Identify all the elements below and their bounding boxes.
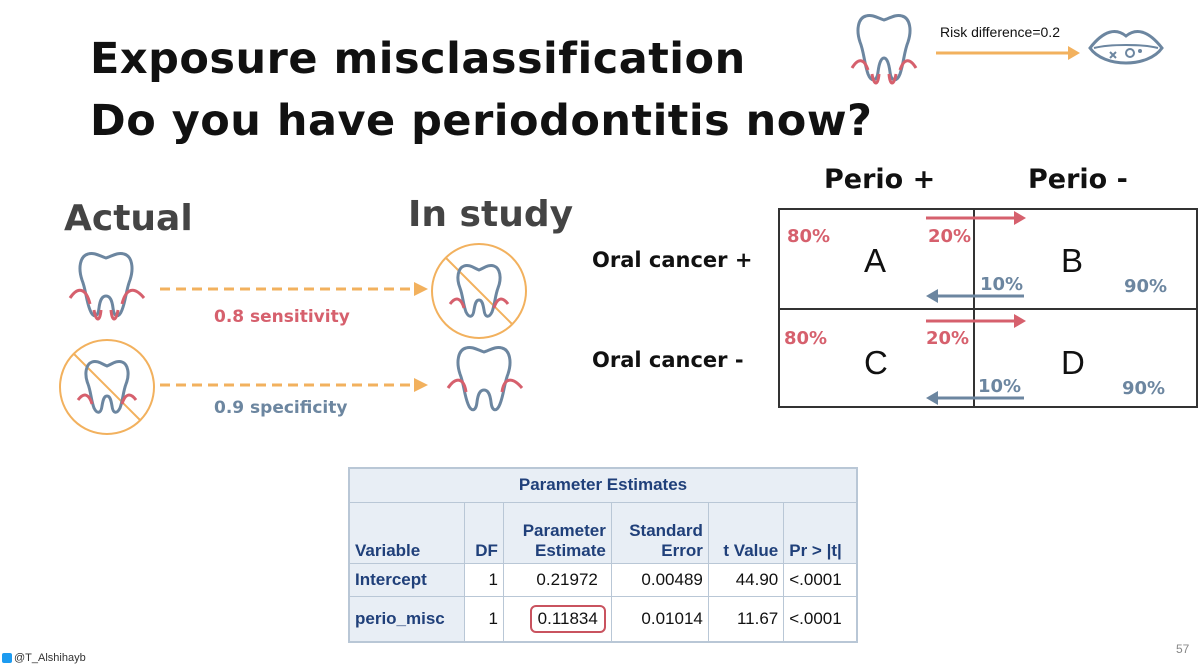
tooth-healthy-icon xyxy=(446,346,524,412)
cell-estimate-highlighted: 0.11834 xyxy=(503,597,611,641)
estimate-highlight-box: 0.11834 xyxy=(529,605,606,634)
arrow-c-to-d xyxy=(926,314,1026,328)
crossed-tooth-actual-icon xyxy=(59,339,155,435)
pct-a-80: 80% xyxy=(787,226,831,247)
header-p-value: Pr > |t| xyxy=(784,502,856,563)
pct-b-10: 10% xyxy=(980,274,1024,295)
risk-difference-label: Risk difference=0.2 xyxy=(940,24,1060,40)
header-df: DF xyxy=(465,502,503,563)
parameter-estimates-table: Parameter Estimates Variable DF Paramete… xyxy=(348,467,858,643)
pct-a-20: 20% xyxy=(928,226,972,247)
risk-arrow xyxy=(936,46,1080,60)
pct-c-80: 80% xyxy=(784,328,828,349)
cell-df: 1 xyxy=(465,597,503,641)
cell-p-value: <.0001 xyxy=(784,563,856,597)
cell-std-error: 0.00489 xyxy=(611,563,708,597)
arrow-a-to-b xyxy=(926,211,1026,225)
cell-estimate: 0.21972 xyxy=(503,563,611,597)
cell-p-value: <.0001 xyxy=(784,597,856,641)
cell-t-value: 11.67 xyxy=(708,597,784,641)
cell-a: A xyxy=(864,242,887,279)
tooth-gum-icon xyxy=(850,14,918,85)
cell-d: D xyxy=(1061,344,1085,381)
slide-title-line1: Exposure misclassification xyxy=(90,34,746,84)
row-header-cancer-pos: Oral cancer + xyxy=(592,248,753,272)
pct-c-20: 20% xyxy=(926,328,970,349)
header-t-value: t Value xyxy=(708,502,784,563)
footer-handle: @T_Alshihayb xyxy=(2,652,86,664)
specificity-arrow xyxy=(160,378,428,392)
actual-label: Actual xyxy=(64,198,193,239)
cell-variable: Intercept xyxy=(350,563,465,597)
table-row: Intercept 1 0.21972 0.00489 44.90 <.0001 xyxy=(350,563,856,597)
header-std-error: Standard Error xyxy=(611,502,708,563)
row-header-cancer-neg: Oral cancer - xyxy=(592,348,744,372)
cell-c: C xyxy=(864,344,888,381)
grid-horizontal-divider xyxy=(778,308,1198,310)
sensitivity-arrow xyxy=(160,282,428,296)
cell-b: B xyxy=(1061,242,1084,279)
tooth-perio-icon xyxy=(68,252,146,321)
crossed-tooth-icon xyxy=(431,243,527,339)
page-number: 57 xyxy=(1176,642,1190,656)
pct-d-10: 10% xyxy=(978,376,1022,397)
specificity-label: 0.9 specificity xyxy=(214,398,348,418)
table-caption: Parameter Estimates xyxy=(350,469,856,502)
slide-title-line2: Do you have periodontitis now? xyxy=(90,96,873,146)
col-header-perio-neg: Perio - xyxy=(1028,164,1128,195)
cell-df: 1 xyxy=(465,563,503,597)
arrow-b-to-a xyxy=(926,289,1024,303)
in-study-label: In study xyxy=(408,194,574,235)
cell-variable: perio_misc xyxy=(350,597,465,641)
col-header-perio-pos: Perio + xyxy=(824,164,936,195)
footer-handle-text: @T_Alshihayb xyxy=(14,652,86,664)
mouth-lesion-icon xyxy=(1088,30,1164,65)
pct-b-90: 90% xyxy=(1124,276,1168,297)
pct-d-90: 90% xyxy=(1122,378,1166,399)
table-row: perio_misc 1 0.11834 0.01014 11.67 <.000… xyxy=(350,597,856,641)
twitter-icon xyxy=(2,653,12,663)
header-variable: Variable xyxy=(350,502,465,563)
cell-t-value: 44.90 xyxy=(708,563,784,597)
sensitivity-label: 0.8 sensitivity xyxy=(214,307,350,327)
arrow-d-to-c xyxy=(926,391,1024,405)
header-estimate: Parameter Estimate xyxy=(503,502,611,563)
cell-std-error: 0.01014 xyxy=(611,597,708,641)
